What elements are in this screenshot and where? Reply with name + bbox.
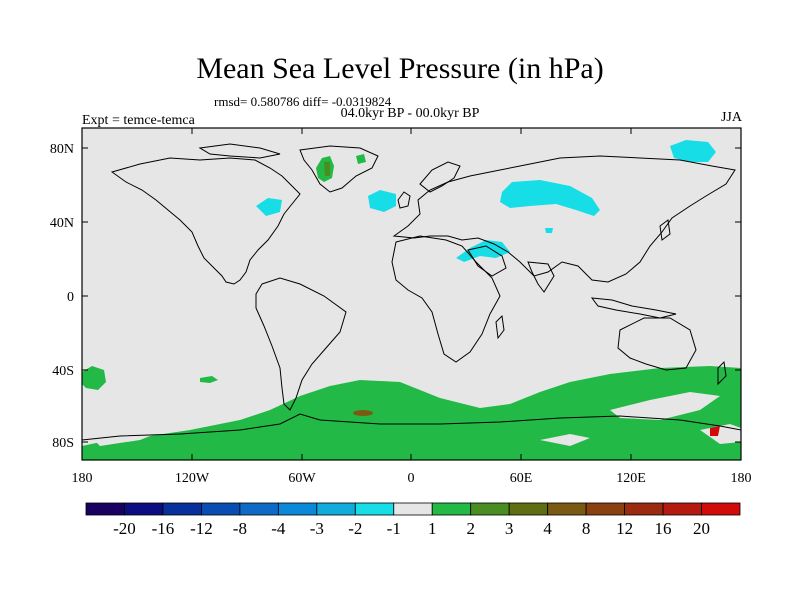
asia-small-negative	[545, 228, 553, 233]
colorbar-label: 2	[466, 519, 475, 538]
coastline-australia	[617, 317, 697, 371]
coastline-arabia	[467, 245, 507, 277]
colorbar-label: -1	[387, 519, 401, 538]
lat-tick-80s: 80S	[52, 436, 74, 451]
colorbar-label: -8	[233, 519, 247, 538]
axis-ticks	[82, 128, 741, 460]
lon-tick-180-left: 180	[72, 471, 93, 486]
map-panel: 80N 40N 0 40S 80S 180 120W 60W 0 60E 120…	[50, 127, 752, 486]
coastline-british-isles	[397, 191, 411, 209]
period-label: 04.0kyr BP - 00.0kyr BP	[340, 106, 480, 121]
colorbar-box	[585, 502, 625, 516]
colorbar-label: 4	[543, 519, 552, 538]
colorbar-box	[162, 502, 202, 516]
colorbar-label: -20	[113, 519, 136, 538]
greenland-small-positive	[356, 154, 366, 164]
chart-title: Mean Sea Level Pressure (in hPa)	[196, 52, 604, 85]
longitude-labels: 180 120W 60W 0 60E 120E 180	[72, 471, 752, 486]
colorbar: -20 -16 -12 -8 -4 -3 -2 -1 1 2 3 4 8 12 16 20	[85, 502, 741, 538]
experiment-label: Expt = temce-temca	[82, 113, 195, 128]
coastline-japan	[659, 219, 671, 241]
coastline-india	[527, 261, 555, 293]
anomaly-fields	[82, 140, 741, 460]
ross-red-spot	[710, 426, 720, 436]
coastline-madagascar	[495, 314, 505, 340]
colorbar-box	[547, 502, 587, 516]
colorbar-label: -3	[310, 519, 324, 538]
colorbar-label: -4	[271, 519, 286, 538]
colorbar-box	[277, 502, 318, 516]
colorbar-label: -12	[190, 519, 213, 538]
coastline-antarctica	[81, 413, 742, 441]
season-label: JJA	[720, 110, 742, 125]
colorbar-label: -2	[348, 519, 362, 538]
latitude-labels: 80N 40N 0 40S 80S	[50, 142, 74, 451]
lat-tick-0: 0	[67, 290, 74, 305]
lon-tick-120e: 120E	[616, 471, 646, 486]
north-america-negative-anomaly	[256, 198, 282, 216]
arctic-negative-anomaly	[670, 140, 716, 162]
siberia-negative-anomaly	[500, 180, 600, 216]
europe-negative-anomaly	[368, 190, 396, 212]
antarctic-gap-2	[610, 392, 720, 420]
colorbar-box	[431, 502, 472, 516]
colorbar-box	[662, 502, 702, 516]
coastline-new-zealand	[717, 360, 727, 386]
south-pacific-positive-anomaly	[82, 366, 106, 390]
colorbar-box	[470, 502, 510, 516]
colorbar-box	[508, 502, 549, 516]
colorbar-box	[624, 502, 664, 516]
lon-tick-0: 0	[408, 471, 415, 486]
coastline-north-america	[110, 157, 301, 285]
coastline-southeast-asia	[590, 297, 677, 319]
lon-tick-180-right: 180	[731, 471, 752, 486]
coastlines	[81, 143, 742, 441]
colorbar-label: 20	[693, 519, 710, 538]
statistics-label: rmsd= 0.580786 diff= -0.0319824	[214, 94, 392, 109]
lon-tick-60e: 60E	[510, 471, 533, 486]
small-positive-patch	[200, 376, 218, 383]
colorbar-label: 3	[505, 519, 514, 538]
lon-tick-120w: 120W	[175, 471, 210, 486]
coastline-eurasia	[392, 155, 736, 283]
coastline-arctic-islands	[198, 143, 281, 159]
colorbar-label: 8	[582, 519, 591, 538]
colorbar-label: 1	[428, 519, 437, 538]
colorbar-box	[701, 502, 741, 516]
greenland-inner-anomaly	[324, 162, 330, 176]
colorbar-label: 16	[655, 519, 672, 538]
colorbar-box	[354, 502, 395, 516]
weddell-positive-spot	[353, 410, 373, 416]
coastline-scandinavia	[419, 161, 461, 193]
colorbar-box	[201, 502, 241, 516]
coastline-south-america	[255, 277, 347, 411]
colorbar-label: -16	[152, 519, 175, 538]
coastline-greenland	[299, 145, 379, 193]
colorbar-box	[393, 502, 433, 516]
antarctic-gap-4	[540, 434, 590, 446]
colorbar-box	[124, 502, 164, 516]
lat-tick-80n: 80N	[50, 142, 74, 157]
colorbar-label: 12	[616, 519, 633, 538]
lat-tick-40s: 40S	[52, 364, 74, 379]
coastline-africa	[391, 235, 501, 363]
lat-tick-40n: 40N	[50, 216, 74, 231]
colorbar-box	[85, 502, 125, 516]
colorbar-box	[239, 502, 279, 516]
lon-tick-60w: 60W	[288, 471, 316, 486]
colorbar-box	[316, 502, 356, 516]
